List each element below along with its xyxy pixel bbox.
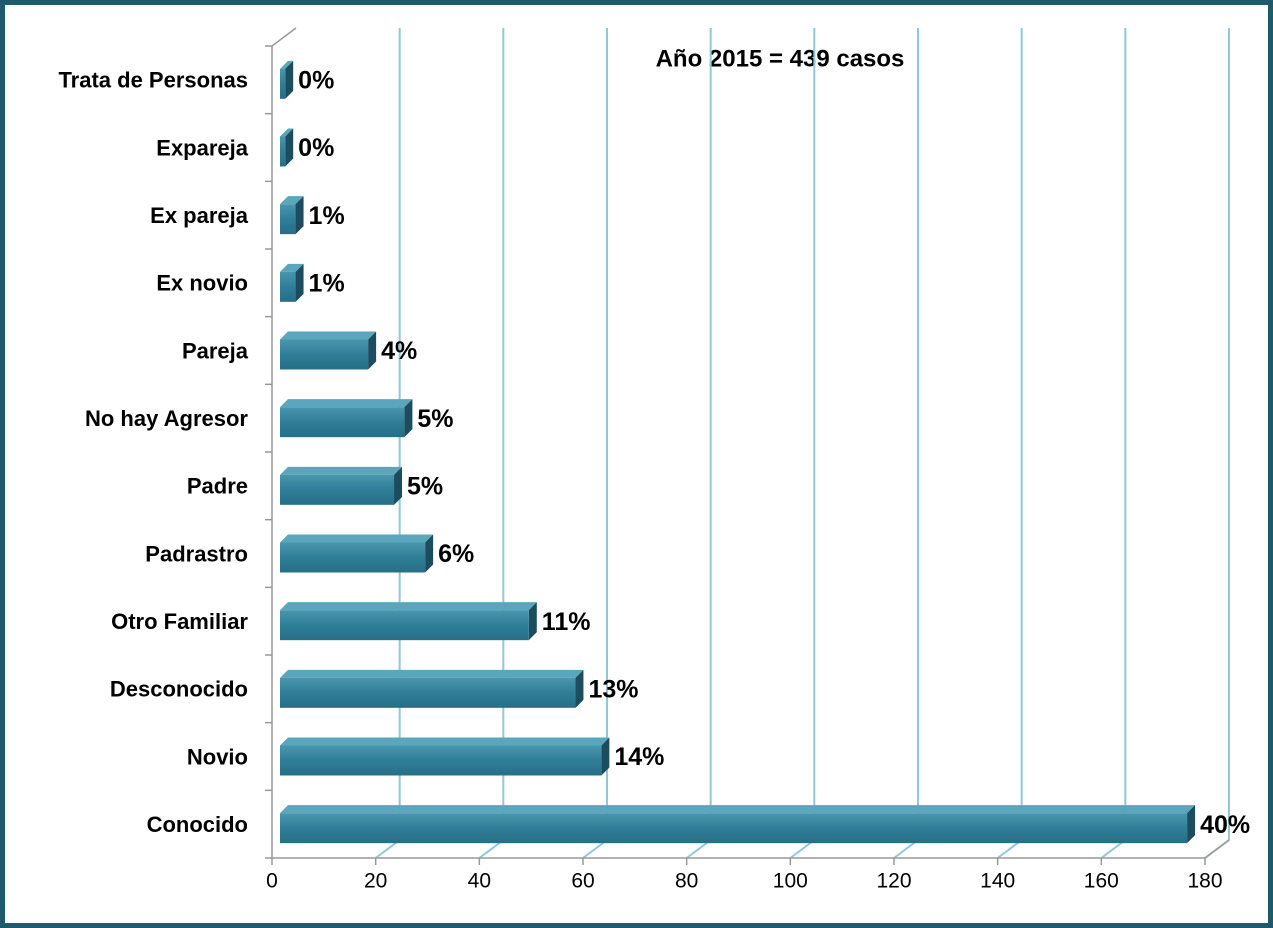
bar-top (280, 534, 434, 543)
y-tick-label: Desconocido (110, 677, 248, 702)
value-label: 0% (298, 134, 334, 162)
y-tick-label: Padre (187, 474, 248, 499)
x-tick-label: 140 (980, 870, 1015, 893)
bar-top (280, 331, 377, 340)
grid-line (1204, 28, 1230, 859)
bar-front (280, 271, 296, 302)
value-label: 40% (1200, 811, 1250, 839)
x-tick-label: 120 (876, 870, 911, 893)
x-tick-label: 80 (675, 870, 698, 893)
y-tick-label: Padrastro (145, 541, 248, 566)
bar-front (280, 677, 576, 708)
bar-front (280, 339, 369, 370)
bar (280, 669, 584, 708)
bar-side (601, 737, 610, 776)
bar (280, 196, 304, 235)
y-tick-label: Trata de Personas (58, 68, 248, 93)
bar (280, 805, 1196, 844)
bar-top (280, 805, 1196, 814)
bar-top (280, 399, 413, 408)
bar (280, 128, 294, 167)
y-tick-label: Novio (187, 744, 248, 769)
bar-side (425, 534, 434, 573)
x-tick-label: 40 (468, 870, 491, 893)
grid-line (997, 28, 1023, 859)
bar (280, 534, 434, 573)
bar-front (280, 136, 286, 167)
bar (280, 737, 610, 776)
y-tick-label: Ex novio (156, 271, 248, 296)
value-label: 1% (309, 269, 345, 297)
bar (280, 466, 403, 505)
grid-line (478, 28, 505, 859)
y-tick-label: Ex pareja (150, 203, 249, 228)
bar-top (280, 466, 403, 475)
bar (280, 263, 304, 302)
y-axis-top (271, 27, 297, 47)
bar-front (280, 204, 296, 235)
bar-side (285, 60, 294, 99)
bar-side (295, 263, 304, 302)
bar-side (285, 128, 294, 167)
value-label: 1% (309, 202, 345, 230)
value-label: 0% (298, 66, 334, 94)
bar-front (280, 68, 286, 99)
grid-line (686, 28, 712, 859)
value-label: 6% (438, 540, 474, 568)
bar-top (280, 60, 294, 69)
bar-side (575, 669, 584, 708)
value-label: 5% (417, 405, 453, 433)
bar-side (1187, 805, 1196, 844)
value-label: 13% (588, 675, 638, 703)
bar-front (280, 610, 529, 641)
bar-side (295, 196, 304, 235)
bar-top (280, 737, 610, 746)
bar-side (528, 602, 537, 641)
bar-side (394, 466, 403, 505)
bar-top (280, 602, 537, 611)
x-axis-back (1204, 839, 1230, 859)
y-tick-label: Conocido (147, 812, 248, 837)
grid-line (375, 28, 401, 859)
bar-front (280, 542, 426, 573)
value-label: 11% (542, 608, 591, 636)
bar-top (280, 128, 294, 137)
y-tick-label: Pareja (182, 338, 249, 363)
x-tick-label: 0 (266, 870, 278, 893)
x-tick-label: 20 (364, 870, 387, 893)
y-tick-label: Expareja (156, 135, 248, 160)
bar-front (280, 813, 1188, 844)
bar-top (280, 669, 584, 678)
value-label: 4% (381, 337, 417, 365)
bar-side (404, 399, 413, 438)
bar (280, 399, 413, 438)
value-label: 14% (614, 743, 664, 771)
bar-front (280, 474, 395, 505)
chart-title: Año 2015 = 439 casos (656, 45, 905, 72)
y-tick-label: Otro Familiar (111, 609, 248, 634)
grid-line (893, 28, 919, 859)
grid-line (582, 28, 608, 859)
bar-top (280, 196, 304, 205)
x-tick-label: 160 (1084, 870, 1119, 893)
grid-line (789, 28, 816, 859)
bar-front (280, 407, 405, 438)
y-tick-label: No hay Agresor (85, 406, 248, 431)
bar-front (280, 745, 602, 776)
x-tick-label: 60 (571, 870, 594, 893)
bar (280, 331, 377, 370)
bar-top (280, 263, 304, 272)
bar (280, 602, 537, 641)
grid-line (1100, 28, 1127, 859)
value-label: 5% (407, 472, 443, 500)
bar (280, 60, 294, 99)
x-tick-label: 180 (1187, 870, 1222, 893)
x-tick-label: 100 (773, 870, 808, 893)
bar-side (368, 331, 377, 370)
